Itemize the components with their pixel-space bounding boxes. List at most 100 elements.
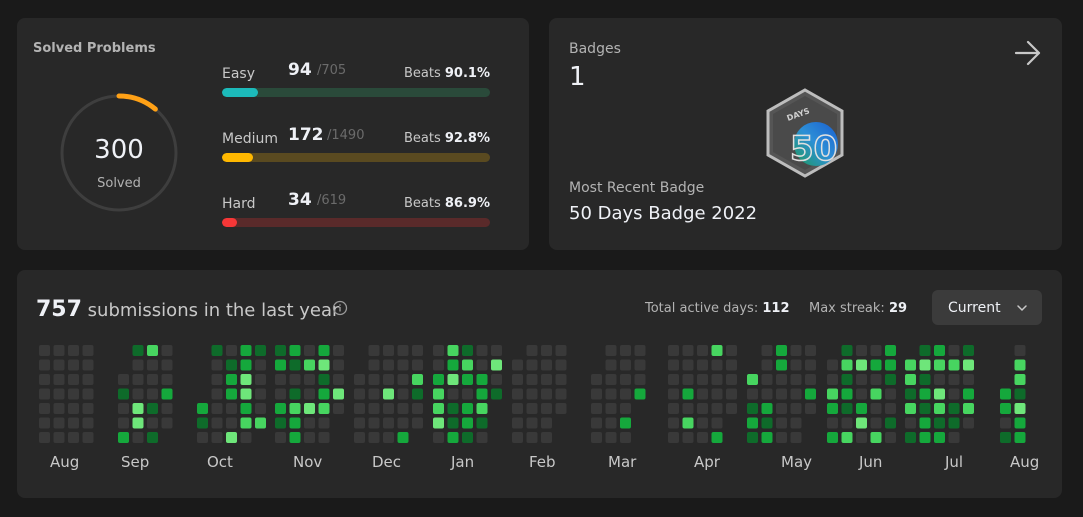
heatmap-cell[interactable] (634, 374, 646, 385)
heatmap-cell[interactable] (304, 417, 315, 429)
heatmap-cell[interactable] (541, 359, 552, 371)
heatmap-cell[interactable] (711, 374, 723, 385)
heatmap-cell[interactable] (412, 403, 423, 414)
heatmap-cell[interactable] (827, 374, 838, 385)
info-icon[interactable] (332, 300, 348, 316)
heatmap-cell[interactable] (668, 432, 679, 443)
heatmap-cell[interactable] (240, 388, 252, 400)
heatmap-cell[interactable] (333, 374, 344, 385)
heatmap-cell[interactable] (711, 359, 723, 371)
heatmap-cell[interactable] (368, 345, 380, 356)
heatmap-cell[interactable] (118, 403, 129, 414)
heatmap-cell[interactable] (963, 388, 974, 400)
heatmap-cell[interactable] (1014, 403, 1026, 414)
heatmap-cell[interactable] (368, 374, 380, 385)
heatmap-cell[interactable] (1014, 432, 1026, 443)
heatmap-cell[interactable] (197, 403, 208, 414)
heatmap-cell[interactable] (841, 388, 853, 400)
heatmap-cell[interactable] (870, 374, 882, 385)
heatmap-cell[interactable] (856, 417, 867, 429)
heatmap-cell[interactable] (885, 374, 896, 385)
solved-progress-ring[interactable] (59, 93, 179, 213)
heatmap-cell[interactable] (289, 403, 301, 414)
heatmap-cell[interactable] (682, 388, 694, 400)
heatmap-cell[interactable] (255, 417, 266, 429)
heatmap-cell[interactable] (885, 345, 896, 356)
heatmap-cell[interactable] (870, 417, 882, 429)
heatmap-cell[interactable] (275, 417, 286, 429)
heatmap-cell[interactable] (289, 417, 301, 429)
heatmap-cell[interactable] (275, 374, 286, 385)
heatmap-cell[interactable] (726, 374, 737, 385)
heatmap-cell[interactable] (318, 359, 330, 371)
heatmap-cell[interactable] (905, 403, 916, 414)
heatmap-cell[interactable] (948, 374, 960, 385)
heatmap-cell[interactable] (211, 432, 223, 443)
heatmap-cell[interactable] (275, 388, 286, 400)
heatmap-cell[interactable] (1014, 417, 1026, 429)
heatmap-cell[interactable] (1000, 417, 1011, 429)
heatmap-cell[interactable] (412, 345, 423, 356)
heatmap-cell[interactable] (948, 388, 960, 400)
heatmap-cell[interactable] (240, 345, 252, 356)
heatmap-cell[interactable] (211, 345, 223, 356)
heatmap-cell[interactable] (885, 403, 896, 414)
heatmap-cell[interactable] (805, 359, 816, 371)
heatmap-cell[interactable] (82, 388, 94, 400)
heatmap-cell[interactable] (82, 432, 94, 443)
heatmap-cell[interactable] (462, 359, 473, 371)
heatmap-cell[interactable] (147, 345, 158, 356)
heatmap-cell[interactable] (512, 403, 523, 414)
heatmap-cell[interactable] (82, 403, 94, 414)
heatmap-cell[interactable] (447, 403, 459, 414)
heatmap-cell[interactable] (526, 374, 538, 385)
heatmap-cell[interactable] (827, 388, 838, 400)
heatmap-cell[interactable] (512, 359, 523, 371)
heatmap-cell[interactable] (634, 345, 646, 356)
heatmap-cell[interactable] (39, 359, 50, 371)
heatmap-cell[interactable] (462, 388, 473, 400)
heatmap-cell[interactable] (447, 417, 459, 429)
heatmap-cell[interactable] (476, 417, 488, 429)
heatmap-cell[interactable] (761, 388, 773, 400)
heatmap-cell[interactable] (776, 417, 787, 429)
heatmap-cell[interactable] (476, 345, 488, 356)
heatmap-cell[interactable] (541, 388, 552, 400)
heatmap-cell[interactable] (856, 403, 867, 414)
heatmap-cell[interactable] (711, 432, 723, 443)
heatmap-cell[interactable] (668, 345, 679, 356)
heatmap-cell[interactable] (161, 403, 173, 414)
heatmap-cell[interactable] (711, 388, 723, 400)
heatmap-cell[interactable] (211, 403, 223, 414)
heatmap-cell[interactable] (118, 388, 129, 400)
heatmap-cell[interactable] (68, 432, 79, 443)
heatmap-cell[interactable] (447, 359, 459, 371)
heatmap-cell[interactable] (541, 345, 552, 356)
heatmap-cell[interactable] (462, 417, 473, 429)
heatmap-cell[interactable] (805, 374, 816, 385)
heatmap-cell[interactable] (368, 359, 380, 371)
heatmap-cell[interactable] (1014, 345, 1026, 356)
heatmap-cell[interactable] (226, 374, 237, 385)
heatmap-cell[interactable] (605, 359, 617, 371)
heatmap-cell[interactable] (761, 374, 773, 385)
heatmap-cell[interactable] (53, 417, 65, 429)
heatmap-cell[interactable] (275, 345, 286, 356)
heatmap-cell[interactable] (841, 432, 853, 443)
heatmap-cell[interactable] (304, 388, 315, 400)
heatmap-cell[interactable] (856, 374, 867, 385)
heatmap-cell[interactable] (526, 403, 538, 414)
heatmap-cell[interactable] (790, 374, 802, 385)
heatmap-cell[interactable] (491, 359, 502, 371)
heatmap-cell[interactable] (870, 432, 882, 443)
heatmap-cell[interactable] (620, 359, 631, 371)
heatmap-cell[interactable] (605, 403, 617, 414)
heatmap-cell[interactable] (447, 345, 459, 356)
heatmap-cell[interactable] (761, 432, 773, 443)
heatmap-cell[interactable] (354, 388, 365, 400)
heatmap-cell[interactable] (747, 374, 758, 385)
heatmap-cell[interactable] (53, 345, 65, 356)
heatmap-cell[interactable] (747, 388, 758, 400)
heatmap-cell[interactable] (383, 432, 394, 443)
heatmap-cell[interactable] (211, 388, 223, 400)
